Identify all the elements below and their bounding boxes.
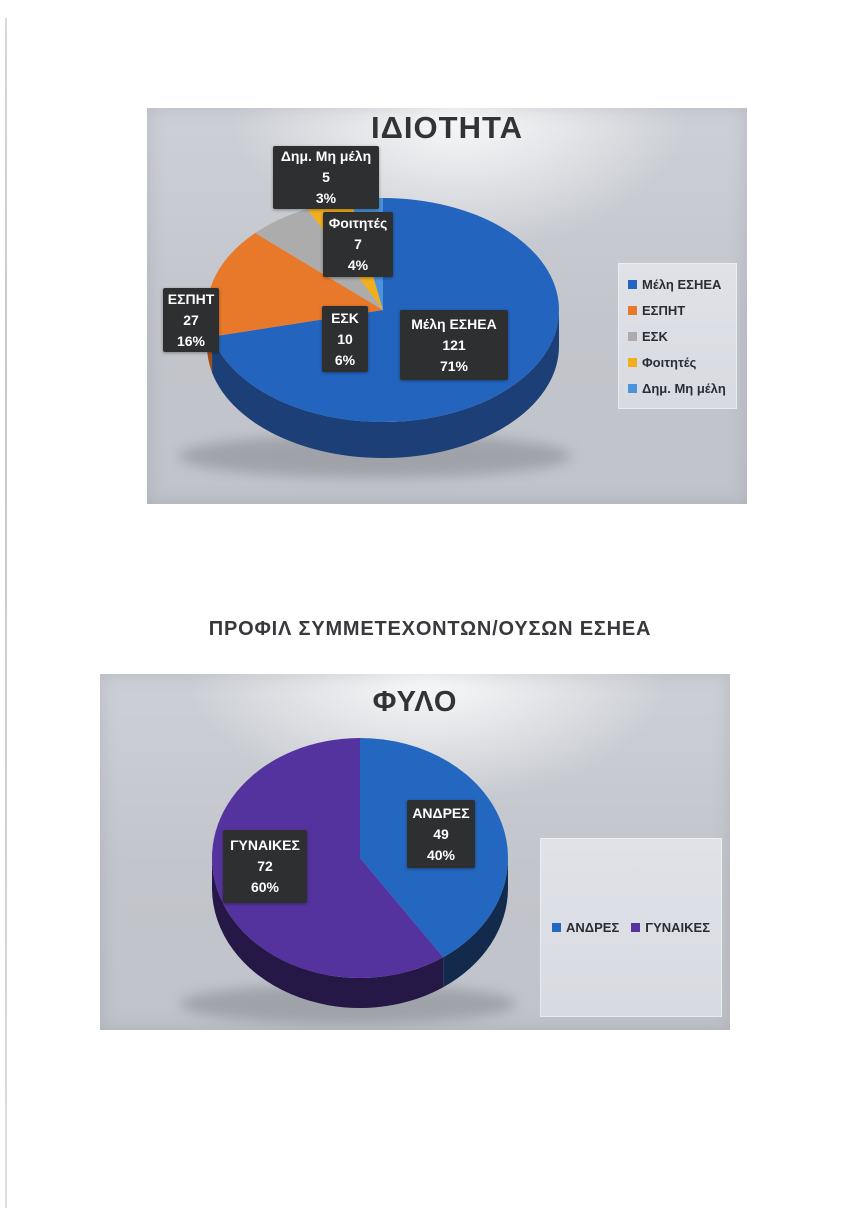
data-label-line: ΓΥΝΑΙΚΕΣ: [230, 837, 300, 853]
legend-swatch-icon: [631, 923, 641, 932]
scan-artifact-line: [5, 18, 7, 1208]
legend-swatch-icon: [628, 332, 637, 341]
chart-title-fylo: ΦΥΛΟ: [372, 686, 458, 718]
legend-label: ΓΥΝΑΙΚΕΣ: [645, 920, 710, 935]
data-label-2: ΓΥΝΑΙΚΕΣ 72 60%: [223, 830, 307, 903]
data-label-line: 3%: [315, 190, 337, 206]
legend-label: Μέλη ΕΣΗΕΑ: [642, 277, 722, 292]
pie-slice-2: [212, 738, 444, 978]
legend-fylo: ΑΝΔΡΕΣ ΓΥΝΑΙΚΕΣ: [540, 838, 722, 1017]
data-label-line: ΕΣΚ: [331, 309, 359, 326]
chart-title-idiotita: ΙΔΙΟΤΗΤΑ: [371, 110, 523, 145]
data-label-line: 60%: [250, 879, 280, 895]
legend-item: Φοιτητές: [628, 355, 731, 370]
data-label-line: 7: [354, 236, 362, 252]
data-label-line: ΑΝΔΡΕΣ: [412, 804, 470, 821]
legend-idiotita: Μέλη ΕΣΗΕΑ ΕΣΠΗΤ ΕΣΚ Φοιτητές Δημ. Μη μέλη: [618, 263, 737, 409]
data-label-1: ΑΝΔΡΕΣ 49 40%: [407, 800, 475, 868]
data-label-line: 72: [257, 858, 273, 874]
pie-slice-side: [443, 858, 508, 988]
legend-swatch-icon: [552, 923, 561, 932]
data-label-1: Μέλη ΕΣΗΕΑ 121 71%: [400, 310, 508, 380]
data-label-line: 49: [433, 825, 449, 842]
pie-slice-side: [212, 858, 444, 1008]
data-label-line: Μέλη ΕΣΗΕΑ: [411, 315, 497, 332]
data-label-line: 6%: [334, 351, 356, 368]
legend-swatch-icon: [628, 306, 637, 315]
data-label-4: Φοιτητές 7 4%: [323, 212, 393, 277]
legend-label: Φοιτητές: [642, 355, 697, 370]
legend-swatch-icon: [628, 358, 637, 367]
data-label-5: Δημ. Μη μέλη 5 3%: [273, 146, 379, 209]
data-label-line: 10: [337, 330, 353, 347]
section-heading: ΠΡΟΦΙΛ ΣΥΜΜΕΤΕΧΟΝΤΩΝ/ΟΥΣΩΝ ΕΣΗΕΑ: [208, 618, 652, 640]
legend-item: Μέλη ΕΣΗΕΑ: [628, 277, 731, 292]
data-label-2: ΕΣΠΗΤ 27 16%: [163, 288, 219, 352]
data-label-line: Δημ. Μη μέλη: [280, 148, 372, 164]
legend-label: ΕΣΚ: [642, 329, 668, 344]
legend-label: Δημ. Μη μέλη: [642, 381, 726, 396]
data-label-line: 40%: [426, 846, 456, 863]
legend-swatch-icon: [628, 384, 637, 393]
data-label-line: 16%: [176, 332, 206, 349]
data-label-line: 121: [442, 336, 466, 353]
legend-label: ΕΣΠΗΤ: [642, 303, 686, 318]
legend-item: ΕΣΚ: [628, 329, 731, 344]
data-label-line: 5: [322, 169, 330, 185]
pie-chart-panel-fylo: ΦΥΛΟ ΑΝΔΡΕΣ 49 40% ΓΥΝΑΙΚΕΣ 72 60% ΑΝΔΡΕΣ ΓΥΝΑ…: [100, 674, 730, 1030]
data-label-line: 4%: [347, 257, 369, 273]
data-label-line: 27: [183, 311, 199, 328]
legend-item: ΕΣΠΗΤ: [628, 303, 731, 318]
legend-item: ΓΥΝΑΙΚΕΣ: [631, 920, 710, 935]
data-label-line: 71%: [439, 357, 469, 374]
pie-chart-panel-idiotita: ΙΔΙΟΤΗΤΑ Μέλη ΕΣΗΕΑ 121 71% ΕΣΠΗΤ 27 16% ΕΣΚ 10…: [147, 108, 747, 504]
legend-item: ΑΝΔΡΕΣ: [552, 920, 619, 935]
data-label-3: ΕΣΚ 10 6%: [322, 306, 368, 372]
pie-slice-3: [255, 208, 383, 310]
legend-label: ΑΝΔΡΕΣ: [566, 920, 620, 935]
legend-swatch-icon: [628, 280, 637, 289]
data-label-line: Φοιτητές: [328, 215, 388, 231]
pie-slice-side: [212, 310, 559, 459]
legend-item: Δημ. Μη μέλη: [628, 381, 731, 396]
data-label-line: ΕΣΠΗΤ: [167, 290, 215, 307]
